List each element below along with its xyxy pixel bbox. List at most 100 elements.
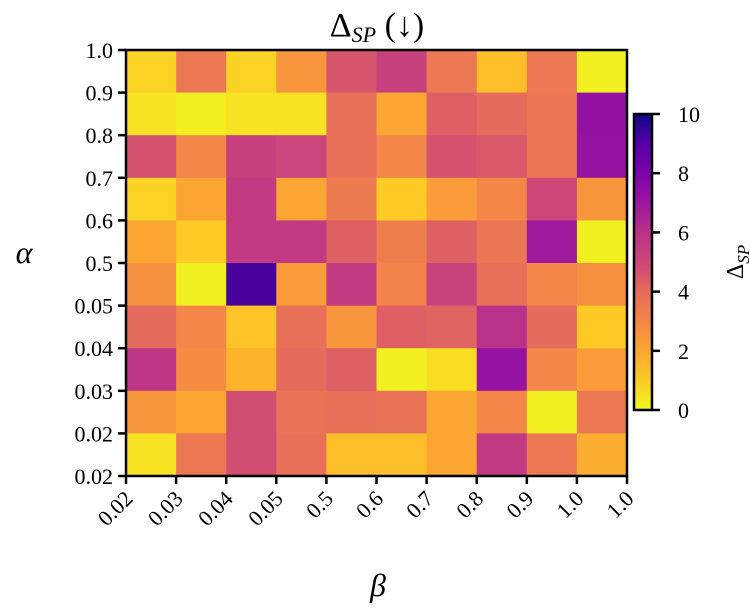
- heatmap-cell: [226, 135, 277, 179]
- colorbar-tick-label: 6: [678, 220, 689, 245]
- heatmap-cell: [476, 220, 528, 264]
- heatmap-cell: [326, 305, 378, 349]
- x-axis-label: β: [369, 567, 386, 603]
- heatmap-cell: [126, 135, 177, 179]
- heatmap-cell: [426, 348, 478, 392]
- x-tick-label: 0.5: [301, 486, 338, 523]
- heatmap-cell: [176, 92, 227, 136]
- y-tick-label: 0.7: [86, 166, 114, 191]
- heatmap-cell: [326, 348, 378, 392]
- heatmap-cell: [476, 348, 528, 392]
- y-tick-label: 0.02: [75, 464, 114, 489]
- heatmap-cell: [126, 305, 177, 349]
- heatmap-cell: [376, 50, 428, 94]
- heatmap-cell: [326, 220, 378, 264]
- x-axis-ticks: 0.02 0.03 0.04 0.05 0.5 0.6 0.7 0.8 0.9 1.0 1.0: [93, 476, 639, 531]
- heatmap-cell: [376, 305, 428, 349]
- y-axis-ticks: 1.0 0.9 0.8 0.7 0.6 0.5 0.05 0.04 0.03 0.02 0.02: [75, 38, 126, 489]
- heatmap-cell: [576, 92, 628, 136]
- heatmap-cell: [476, 50, 528, 94]
- colorbar-frame: [632, 112, 654, 412]
- heatmap-cell: [326, 50, 378, 94]
- x-tick-label: 0.8: [451, 486, 488, 523]
- heatmap-cell: [476, 263, 528, 307]
- heatmap-cell: [226, 433, 277, 477]
- heatmap-cell: [376, 177, 428, 221]
- colorbar-ticks: 0 2 4 6 8 10: [652, 102, 700, 423]
- heatmap-cell: [226, 220, 277, 264]
- y-tick-label: 0.6: [86, 208, 114, 233]
- heatmap-cell: [426, 305, 478, 349]
- heatmap-cell: [176, 50, 227, 94]
- heatmap-cell: [276, 50, 327, 94]
- heatmap-cell: [276, 177, 327, 221]
- heatmap-cell: [576, 135, 628, 179]
- heatmap-cell: [426, 177, 478, 221]
- heatmap-cell: [226, 263, 277, 307]
- heatmap-cell: [526, 390, 578, 434]
- heatmap-cell: [476, 390, 528, 434]
- y-tick-label: 0.8: [86, 123, 114, 148]
- heatmap-cell: [176, 433, 227, 477]
- heatmap-cell: [526, 50, 578, 94]
- heatmap-cell: [476, 433, 528, 477]
- heatmap-cell: [526, 92, 578, 136]
- colorbar-tick-label: 8: [678, 161, 689, 186]
- heatmap-cell: [426, 50, 478, 94]
- heatmap-cell: [476, 135, 528, 179]
- heatmap-cell: [226, 50, 277, 94]
- heatmap-cell: [276, 135, 327, 179]
- x-tick-label: 0.7: [401, 486, 438, 523]
- heatmap-cell: [426, 433, 478, 477]
- heatmap-cell: [326, 263, 378, 307]
- heatmap-cell: [526, 348, 578, 392]
- heatmap-cell: [326, 92, 378, 136]
- heatmap-cell: [426, 92, 478, 136]
- colorbar-label: ΔSP: [723, 245, 750, 279]
- heatmap-cell: [326, 135, 378, 179]
- colorbar: [634, 114, 652, 410]
- heatmap-cell: [526, 305, 578, 349]
- colorbar-tick-label: 0: [678, 398, 689, 423]
- heatmap-cell: [376, 135, 428, 179]
- x-tick-label: 0.04: [193, 486, 238, 531]
- heatmap-cell: [576, 177, 628, 221]
- heatmap-cell: [476, 177, 528, 221]
- heatmap-cell: [526, 263, 578, 307]
- heatmap-cell: [576, 433, 628, 477]
- heatmap-cell: [376, 263, 428, 307]
- heatmap-cell: [126, 220, 177, 264]
- heatmap-cell: [226, 390, 277, 434]
- heatmap-cell: [576, 220, 628, 264]
- heatmap-cell: [426, 135, 478, 179]
- y-tick-label: 0.05: [75, 294, 114, 319]
- heatmap-cell: [276, 390, 327, 434]
- heatmap-cell: [376, 92, 428, 136]
- heatmap-cell: [576, 50, 628, 94]
- heatmap-cell: [276, 263, 327, 307]
- heatmap-cell: [376, 433, 428, 477]
- heatmap-cell: [476, 305, 528, 349]
- x-tick-label: 0.02: [93, 486, 138, 531]
- x-tick-label: 0.05: [243, 486, 288, 531]
- heatmap-cell: [526, 220, 578, 264]
- heatmap-cell: [176, 348, 227, 392]
- heatmap-cell: [276, 305, 327, 349]
- y-tick-label: 0.5: [86, 251, 114, 276]
- heatmap-cell: [576, 390, 628, 434]
- x-tick-label: 0.6: [351, 486, 388, 523]
- heatmap-cell: [326, 390, 378, 434]
- heatmap-cell: [126, 92, 177, 136]
- x-tick-label: 0.9: [501, 486, 538, 523]
- heatmap-cell: [476, 92, 528, 136]
- heatmap-cell: [176, 135, 227, 179]
- heatmap-cell: [176, 263, 227, 307]
- heatmap-cell: [226, 177, 277, 221]
- heatmap-cell: [276, 92, 327, 136]
- colorbar-tick-label: 2: [678, 339, 689, 364]
- heatmap-cell: [176, 305, 227, 349]
- heatmap-cell: [126, 177, 177, 221]
- y-tick-label: 0.04: [75, 336, 114, 361]
- heatmap-cell: [226, 92, 277, 136]
